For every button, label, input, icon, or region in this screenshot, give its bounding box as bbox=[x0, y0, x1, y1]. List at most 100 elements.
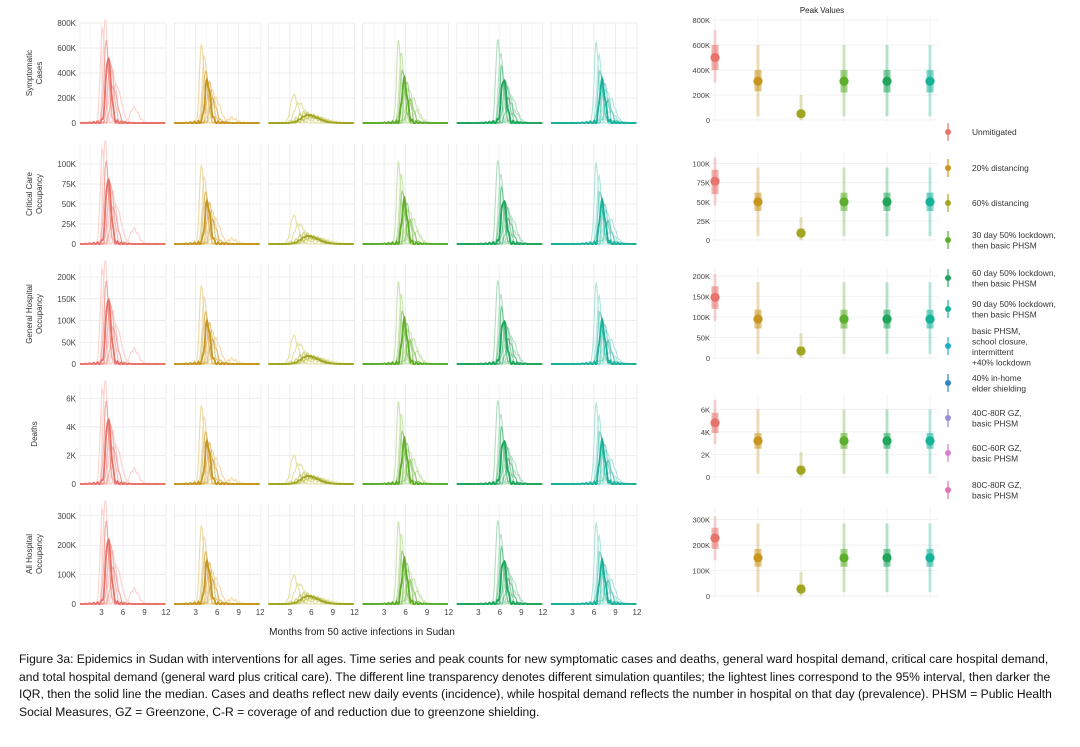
peak-median-point bbox=[753, 553, 763, 563]
series-panel bbox=[268, 384, 355, 485]
peak-y-tick-label: 150K bbox=[692, 293, 710, 302]
median-line bbox=[174, 557, 260, 605]
legend-label: 90 day 50% lockdown, bbox=[972, 299, 1056, 309]
legend-key-point bbox=[945, 343, 951, 349]
y-tick-label: 100K bbox=[57, 571, 76, 580]
x-tick-label: 12 bbox=[633, 608, 642, 617]
y-tick-label: 0 bbox=[72, 600, 77, 609]
x-tick-label: 3 bbox=[476, 608, 481, 617]
peak-median-point bbox=[925, 76, 935, 86]
peak-panel bbox=[707, 268, 938, 360]
series-panel bbox=[362, 22, 449, 124]
peak-y-tick-label: 600K bbox=[692, 41, 710, 50]
peak-median-point bbox=[839, 436, 849, 446]
y-axis-label: Occupancy bbox=[35, 174, 44, 214]
legend-label: 40% in-home bbox=[972, 373, 1022, 383]
median-line bbox=[268, 234, 354, 245]
series-panel bbox=[362, 144, 449, 245]
y-tick-label: 0 bbox=[72, 119, 77, 128]
median-line bbox=[362, 74, 448, 124]
legend-label: 80C-80R GZ, bbox=[972, 480, 1022, 490]
x-tick-label: 12 bbox=[350, 608, 359, 617]
x-tick-label: 9 bbox=[142, 608, 147, 617]
peak-median-point bbox=[839, 314, 849, 324]
median-line bbox=[456, 439, 543, 485]
series-panel bbox=[173, 384, 261, 485]
x-tick-label: 3 bbox=[570, 608, 575, 617]
peak-median-point bbox=[925, 314, 935, 324]
peak-median-point bbox=[710, 292, 720, 302]
x-tick-label: 12 bbox=[444, 608, 453, 617]
y-tick-label: 0 bbox=[72, 240, 77, 249]
series-panel bbox=[456, 384, 544, 485]
series-panel bbox=[268, 144, 355, 245]
peak-y-tick-label: 200K bbox=[692, 91, 710, 100]
median-line bbox=[551, 555, 637, 605]
legend-label: then basic PHSM bbox=[972, 279, 1037, 289]
peak-panel bbox=[707, 508, 938, 598]
median-line bbox=[268, 474, 354, 485]
legend-item: 90 day 50% lockdown,then basic PHSM bbox=[945, 299, 1056, 320]
peak-median-point bbox=[882, 314, 892, 324]
legend-label: 40C-80R GZ, bbox=[972, 408, 1022, 418]
y-axis-label: Symptomatic bbox=[25, 50, 34, 96]
peak-median-point bbox=[796, 584, 806, 594]
median-line bbox=[456, 78, 543, 124]
series-panel bbox=[173, 22, 261, 124]
series-panel bbox=[550, 144, 638, 245]
peak-y-tick-label: 0 bbox=[706, 473, 710, 482]
x-tick-label: 3 bbox=[288, 608, 293, 617]
y-tick-label: 600K bbox=[57, 44, 76, 53]
y-tick-label: 4K bbox=[66, 423, 76, 432]
peak-y-tick-label: 100K bbox=[692, 160, 710, 169]
median-line bbox=[362, 435, 448, 485]
median-line bbox=[268, 594, 354, 605]
series-panel bbox=[550, 264, 638, 365]
y-tick-label: 0 bbox=[72, 480, 77, 489]
peak-y-tick-label: 25K bbox=[697, 217, 710, 226]
y-tick-label: 300K bbox=[57, 512, 76, 521]
peak-y-tick-label: 300K bbox=[692, 516, 710, 525]
peak-median-point bbox=[925, 436, 935, 446]
peak-y-tick-label: 0 bbox=[706, 236, 710, 245]
series-panel bbox=[550, 504, 638, 605]
peak-panel bbox=[707, 152, 938, 242]
x-tick-label: 9 bbox=[519, 608, 524, 617]
x-tick-label: 6 bbox=[309, 608, 314, 617]
series-panel bbox=[173, 144, 261, 245]
y-axis-label: All Hospital bbox=[25, 534, 34, 574]
x-axis-title: Months from 50 active infections in Suda… bbox=[269, 627, 455, 638]
peak-y-tick-label: 800K bbox=[692, 16, 710, 25]
x-tick-label: 3 bbox=[193, 608, 198, 617]
x-tick-label: 9 bbox=[425, 608, 430, 617]
peak-y-tick-label: 200K bbox=[692, 272, 710, 281]
legend-key-point bbox=[945, 129, 951, 135]
series-panel bbox=[550, 384, 638, 485]
series-panel bbox=[79, 18, 167, 124]
median-line bbox=[174, 76, 260, 124]
median-line bbox=[80, 537, 166, 605]
y-tick-label: 25K bbox=[62, 220, 77, 229]
series-panel bbox=[79, 259, 167, 365]
legend-label: basic PHSM bbox=[972, 491, 1018, 501]
y-tick-label: 6K bbox=[66, 394, 76, 403]
peak-y-tick-label: 100K bbox=[692, 313, 710, 322]
series-panel bbox=[456, 264, 544, 365]
series-panel bbox=[268, 22, 355, 124]
legend-label: elder shielding bbox=[972, 384, 1026, 394]
y-tick-label: 800K bbox=[57, 19, 76, 28]
median-line bbox=[362, 195, 448, 245]
legend-label: Unmitigated bbox=[972, 127, 1017, 137]
series-panel bbox=[456, 22, 544, 124]
x-tick-label: 6 bbox=[403, 608, 408, 617]
peak-median-point bbox=[882, 76, 892, 86]
peak-median-point bbox=[753, 436, 763, 446]
peak-median-point bbox=[710, 52, 720, 63]
y-tick-label: 50K bbox=[62, 338, 77, 347]
y-tick-label: 150K bbox=[57, 295, 76, 304]
legend-key-point bbox=[945, 450, 951, 456]
series-panel bbox=[79, 139, 167, 245]
legend-key-point bbox=[945, 415, 951, 421]
legend-label: basic PHSM bbox=[972, 454, 1018, 464]
median-line bbox=[456, 559, 543, 605]
